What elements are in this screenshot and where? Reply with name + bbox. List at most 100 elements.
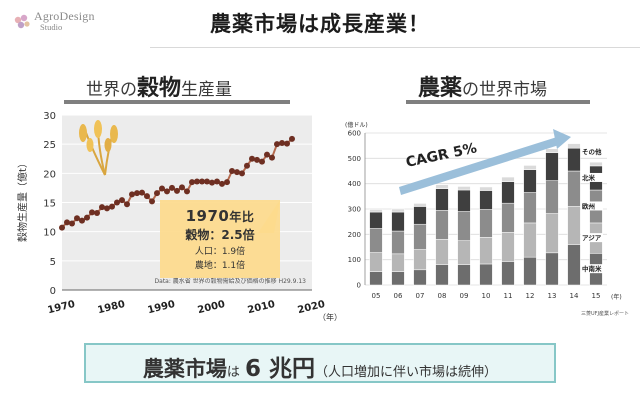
grain-data-point: [124, 201, 130, 208]
pesticide-bar-segment: [435, 184, 449, 189]
logo-sub: Studio: [40, 21, 63, 32]
grain-x-axis-unit: （年）: [318, 312, 340, 322]
pesticide-bar-segment: [413, 269, 427, 286]
pesticide-bar-segment: [501, 176, 515, 182]
pesticide-bar-segment: [457, 211, 471, 241]
grain-data-point: [99, 204, 105, 211]
pesticide-x-tick-label: 15: [592, 292, 601, 300]
pesticide-bar-segment: [523, 192, 537, 224]
grain-data-point: [169, 184, 175, 191]
grain-data-point: [219, 180, 225, 187]
grain-data-point: [264, 151, 270, 158]
left-section-title: 世界の穀物生産量: [86, 70, 232, 102]
pesticide-bar-segment: [567, 147, 581, 172]
banner-note: （人口増加に伴い市場は続伸）: [315, 365, 498, 380]
grain-data-point: [194, 178, 200, 185]
pesticide-legend-label: 中南米: [582, 264, 602, 273]
grain-data-point: [224, 179, 230, 186]
pesticide-bar-segment: [369, 228, 383, 253]
grain-data-point: [129, 191, 135, 198]
right-title-underline: [406, 100, 590, 104]
pesticide-bar-segment: [435, 264, 449, 286]
grain-data-point: [269, 154, 275, 161]
pesticide-bar-segment: [567, 244, 581, 286]
pesticide-x-tick-label: 07: [416, 292, 425, 300]
pesticide-bar-segment: [545, 213, 559, 254]
pesticide-bar-segment: [501, 181, 515, 204]
callout-population: 人口：1.9倍: [194, 247, 246, 257]
grain-y-axis-label: 穀物生産量（億t）: [16, 158, 29, 242]
pesticide-bar-segment: [413, 203, 427, 207]
pesticide-bar-segment: [457, 186, 471, 191]
pesticide-bar-segment: [391, 211, 405, 232]
grain-data-point: [229, 168, 235, 174]
pesticide-legend-label: アジア: [582, 234, 602, 242]
pesticide-x-axis-unit: (年): [611, 293, 622, 301]
grain-data-point: [109, 203, 115, 210]
pesticide-bar-segment: [391, 208, 405, 213]
grain-data-point: [174, 187, 180, 194]
grain-data-point: [254, 156, 260, 163]
pesticide-bar-segment: [567, 206, 581, 245]
left-title-emph: 穀物: [137, 76, 182, 101]
pesticide-bar-segment: [369, 211, 383, 229]
grain-x-tick-label: 1990: [147, 299, 177, 316]
grain-x-tick-label: 1980: [97, 299, 127, 316]
grain-data-point: [69, 220, 75, 227]
banner-subject: 農薬市場: [142, 357, 227, 381]
grain-data-point: [164, 188, 170, 195]
grain-data-point: [289, 135, 295, 142]
grain-data-point: [274, 141, 280, 148]
grain-data-point: [249, 155, 255, 162]
grain-data-point: [179, 184, 185, 191]
callout-year-suffix: 年比: [229, 210, 255, 224]
grain-y-tick-label: 20: [43, 169, 56, 180]
grain-data-point: [279, 140, 285, 146]
pesticide-bar-segment: [545, 148, 559, 154]
pesticide-bar-segment: [369, 271, 383, 286]
pesticide-legend-bg: [581, 201, 603, 211]
grain-y-tick-label: 15: [43, 199, 56, 210]
grain-data-point: [154, 190, 160, 197]
pesticide-bar-segment: [545, 152, 559, 181]
right-section-title: 農薬の世界市場: [418, 70, 547, 102]
pesticide-y-tick-label: 100: [348, 256, 361, 264]
grain-data-point: [89, 209, 95, 216]
market-size-banner: 農薬市場は 6 兆円（人口増加に伴い市場は続伸）: [84, 343, 556, 383]
pesticide-bar-segment: [567, 170, 581, 207]
grain-y-tick-label: 30: [43, 111, 56, 122]
pesticide-bar-segment: [413, 249, 427, 271]
pesticide-bar-segment: [589, 161, 603, 167]
pesticide-x-tick-label: 14: [570, 292, 579, 300]
left-title-post: 生産量: [181, 80, 233, 100]
pesticide-market-chart: 0 100 200 300 400 500 600 05 06 07 08 09 10 11 12 13 14…: [345, 121, 629, 317]
grain-data-point: [184, 188, 190, 195]
grain-data-point: [94, 210, 100, 216]
pesticide-bar-segment: [545, 252, 559, 286]
logo: AgroDesign Studio: [10, 6, 130, 44]
pesticide-x-tick-label: 08: [438, 292, 447, 300]
pesticide-bar-segment: [435, 188, 449, 211]
right-title-emph: 農薬: [418, 76, 463, 101]
grain-data-point: [284, 140, 290, 147]
logo-mark-icon: [14, 14, 30, 29]
pesticide-x-tick-label: 06: [394, 292, 403, 300]
pesticide-x-tick-label: 11: [504, 292, 513, 300]
grain-data-point: [214, 178, 220, 185]
pesticide-bar-segment: [391, 253, 405, 272]
pesticide-y-axis-unit: (億ドル): [345, 121, 368, 129]
grain-data-point: [144, 193, 150, 200]
pesticide-x-tick-label: 12: [526, 292, 535, 300]
grain-y-tick-label: 0: [50, 286, 56, 297]
grain-data-point: [244, 162, 250, 169]
growth-callout: 1970年比 穀物：2.5倍 人口：1.9倍 農地：1.1倍: [160, 200, 280, 278]
pesticide-x-tick-label: 05: [372, 292, 381, 300]
grain-data-point: [134, 190, 140, 197]
logo-name: AgroDesign: [34, 9, 95, 23]
pesticide-bar-segment: [523, 222, 537, 258]
left-title-pre: 世界の: [86, 80, 137, 100]
grain-y-tick-label: 10: [43, 228, 56, 239]
pesticide-y-tick-label: 0: [357, 282, 361, 290]
pesticide-bar-segment: [457, 189, 471, 212]
pesticide-y-tick-label: 400: [348, 180, 361, 188]
